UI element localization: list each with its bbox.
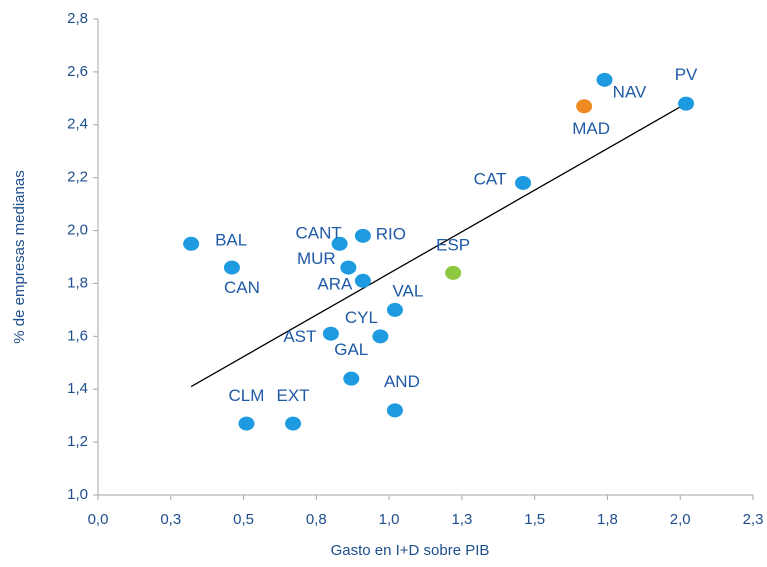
x-tick-label: 2,3 <box>743 511 764 528</box>
point <box>223 260 240 275</box>
point <box>354 228 371 243</box>
point <box>238 416 255 431</box>
point-label: CAN <box>224 278 260 297</box>
point-label: GAL <box>334 340 368 359</box>
point <box>596 72 613 87</box>
point-label: VAL <box>392 281 423 300</box>
y-tick-label: 1,0 <box>67 486 88 503</box>
x-tick-label: 1,3 <box>451 511 472 528</box>
point <box>354 273 371 288</box>
x-tick-label: 0,3 <box>160 511 181 528</box>
point <box>331 236 348 251</box>
y-tick-label: 1,6 <box>67 327 88 344</box>
y-tick-label: 2,4 <box>67 116 88 133</box>
point <box>372 329 389 344</box>
y-tick-label: 1,2 <box>67 433 88 450</box>
point <box>386 403 403 418</box>
y-tick-label: 1,8 <box>67 274 88 291</box>
point-label: EXT <box>277 386 310 405</box>
point-label: BAL <box>215 230 247 249</box>
point-label: AND <box>384 372 420 391</box>
point-label: NAV <box>613 82 647 101</box>
point <box>576 99 593 114</box>
y-tick-label: 2,2 <box>67 169 88 186</box>
point-label: CYL <box>345 308 378 327</box>
point-label: ESP <box>436 235 470 254</box>
x-tick-label: 1,8 <box>597 511 618 528</box>
point <box>285 416 302 431</box>
point <box>322 326 339 341</box>
point <box>343 371 360 386</box>
x-tick-label: 1,5 <box>524 511 545 528</box>
point-label: MUR <box>297 249 336 268</box>
point <box>340 260 357 275</box>
x-tick-label: 2,0 <box>670 511 691 528</box>
point-label: CAT <box>474 169 507 188</box>
point <box>445 265 462 280</box>
point-label: ARA <box>317 274 353 293</box>
y-tick-label: 2,8 <box>67 10 88 27</box>
x-axis-title: Gasto en I+D sobre PIB <box>331 542 490 559</box>
x-tick-label: 0,8 <box>306 511 327 528</box>
point <box>678 96 695 111</box>
trendline <box>190 103 687 388</box>
point-label: AST <box>283 327 316 346</box>
point-label: CANT <box>295 223 341 242</box>
point <box>515 175 532 190</box>
x-tick-label: 0,0 <box>88 511 109 528</box>
y-tick-label: 1,4 <box>67 380 88 397</box>
point <box>183 236 200 251</box>
point-label: PV <box>675 65 698 84</box>
point <box>386 302 403 317</box>
y-tick-label: 2,0 <box>67 222 88 239</box>
point-label: MAD <box>572 119 610 138</box>
y-axis-title: % de empresas medianas <box>11 170 28 343</box>
point-label: CLM <box>229 386 265 405</box>
x-tick-label: 0,5 <box>233 511 254 528</box>
point-label: RIO <box>376 224 406 243</box>
x-tick-label: 1,0 <box>379 511 400 528</box>
y-tick-label: 2,6 <box>67 63 88 80</box>
